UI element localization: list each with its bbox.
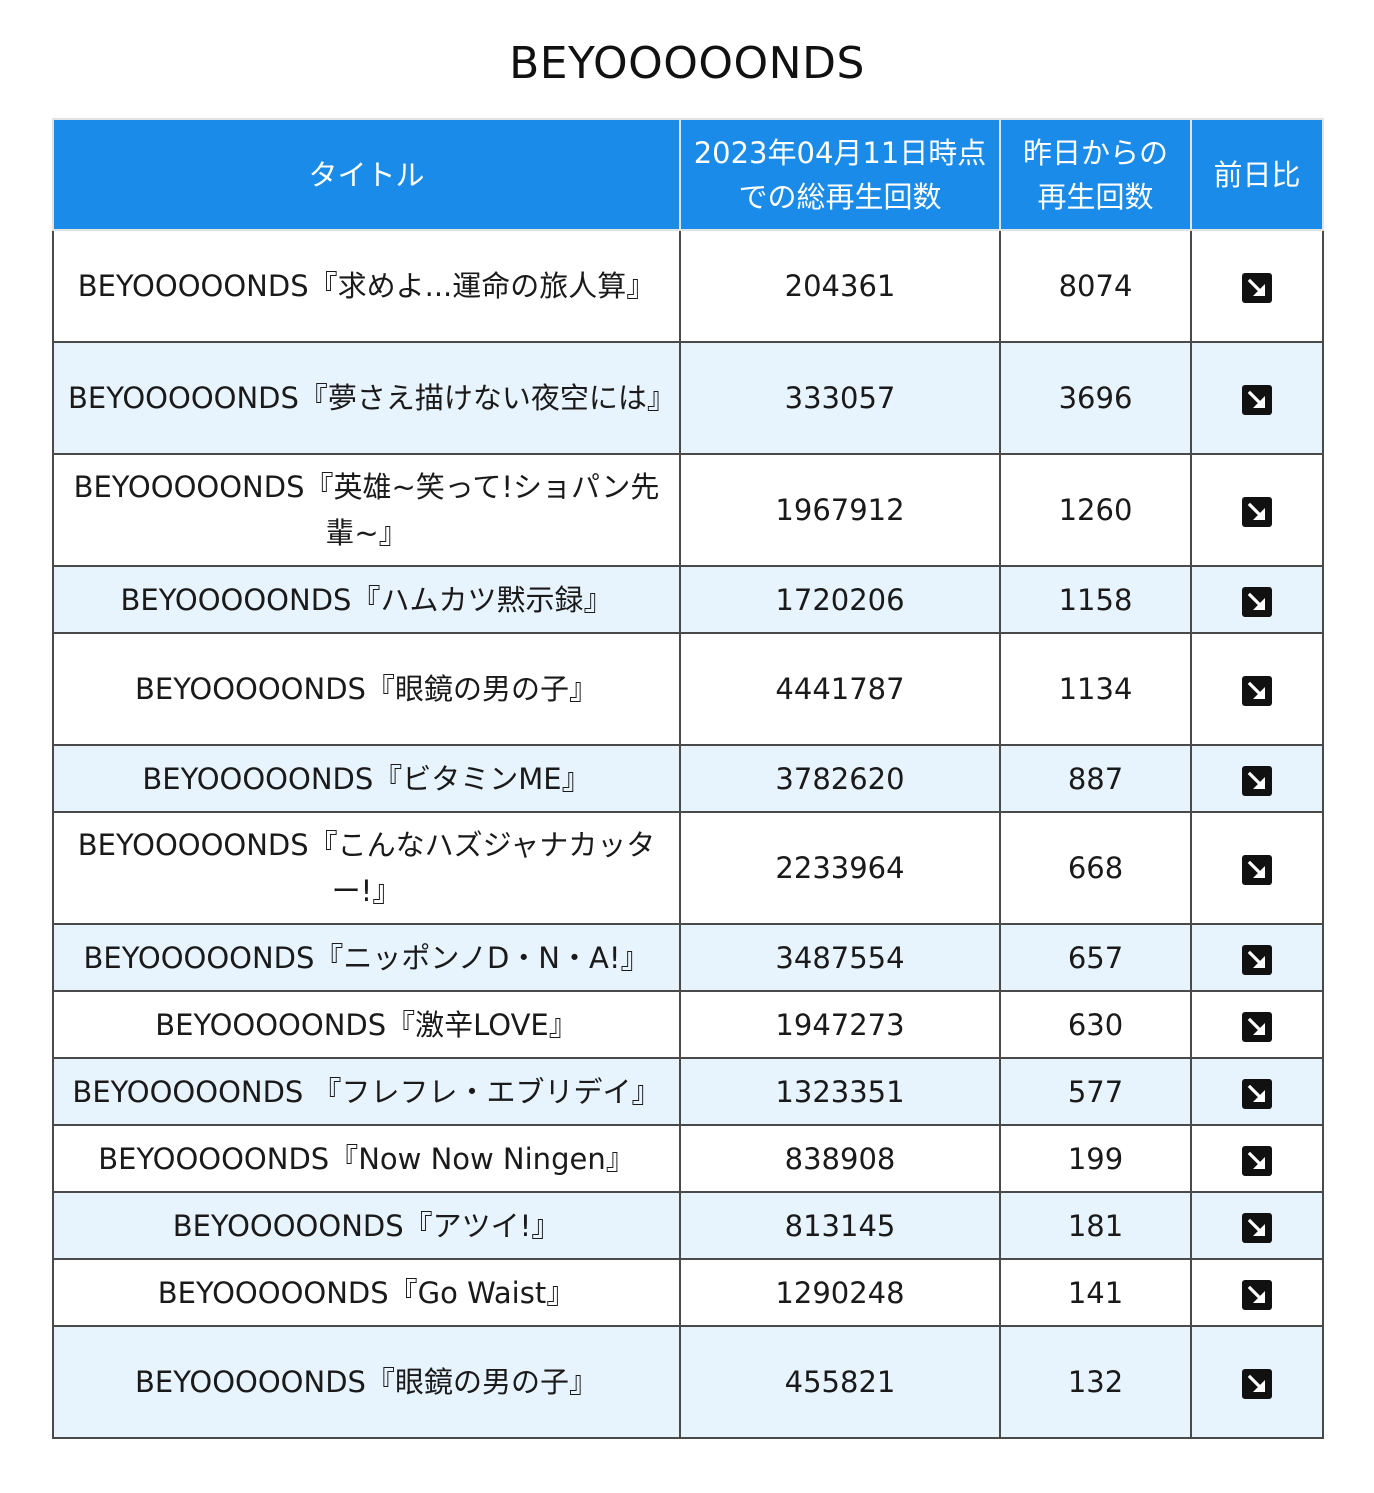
arrow-down-right-icon	[1242, 385, 1272, 415]
table-row: BEYOOOOONDS『眼鏡の男の子』 4441787 1134	[52, 632, 1324, 746]
song-title: BEYOOOOONDS『眼鏡の男の子』	[52, 1325, 681, 1439]
daily-plays: 181	[999, 1191, 1192, 1260]
arrow-down-right-icon	[1242, 765, 1272, 796]
arrow-down-right-icon	[1242, 497, 1272, 527]
total-plays: 1290248	[679, 1258, 1001, 1327]
total-plays: 838908	[679, 1124, 1001, 1193]
total-plays: 204361	[679, 229, 1001, 343]
arrow-down-right-icon	[1242, 855, 1272, 885]
trend-cell	[1190, 1057, 1324, 1126]
table-row: BEYOOOOONDS『Go Waist』 1290248 141	[52, 1258, 1324, 1327]
daily-plays: 141	[999, 1258, 1192, 1327]
trend-cell	[1190, 1124, 1324, 1193]
trend-cell	[1190, 632, 1324, 746]
daily-plays: 8074	[999, 229, 1192, 343]
header-title: タイトル	[52, 118, 681, 231]
table-row: BEYOOOOONDS『求めよ...運命の旅人算』 204361 8074	[52, 229, 1324, 343]
arrow-down-right-icon	[1242, 1011, 1272, 1042]
arrow-down-right-icon	[1242, 676, 1272, 706]
total-plays: 1967912	[679, 453, 1001, 567]
daily-plays: 630	[999, 990, 1192, 1059]
table-row: BEYOOOOONDS『ニッポンノD・N・A!』 3487554 657	[52, 923, 1324, 992]
daily-plays: 1158	[999, 565, 1192, 634]
song-title: BEYOOOOONDS『Now Now Ningen』	[52, 1124, 681, 1193]
song-title: BEYOOOOONDS『求めよ...運命の旅人算』	[52, 229, 681, 343]
arrow-down-right-icon	[1242, 1145, 1272, 1176]
table-row: BEYOOOOONDS 『フレフレ・エブリデイ』 1323351 577	[52, 1057, 1324, 1126]
total-plays: 3782620	[679, 744, 1001, 813]
arrow-down-right-icon	[1242, 1212, 1272, 1243]
arrow-down-right-icon	[1242, 1369, 1272, 1399]
ranking-table: タイトル 2023年04月11日時点での総再生回数 昨日からの再生回数 前日比 …	[52, 118, 1324, 1439]
trend-cell	[1190, 1191, 1324, 1260]
song-title: BEYOOOOONDS 『フレフレ・エブリデイ』	[52, 1057, 681, 1126]
daily-plays: 199	[999, 1124, 1192, 1193]
arrow-down-right-icon	[1242, 273, 1272, 303]
header-trend: 前日比	[1190, 118, 1324, 231]
page-title: BEYOOOOONDS	[509, 38, 865, 89]
total-plays: 1720206	[679, 565, 1001, 634]
total-plays: 813145	[679, 1191, 1001, 1260]
trend-cell	[1190, 744, 1324, 813]
table-row: BEYOOOOONDS『こんなハズジャナカッター!』 2233964 668	[52, 811, 1324, 925]
table-row: BEYOOOOONDS『アツイ!』 813145 181	[52, 1191, 1324, 1260]
table-row: BEYOOOOONDS『激辛LOVE』 1947273 630	[52, 990, 1324, 1059]
table-row: BEYOOOOONDS『英雄~笑って!ショパン先輩~』 1967912 1260	[52, 453, 1324, 567]
trend-cell	[1190, 341, 1324, 455]
table-header-row: タイトル 2023年04月11日時点での総再生回数 昨日からの再生回数 前日比	[52, 118, 1324, 231]
total-plays: 1947273	[679, 990, 1001, 1059]
song-title: BEYOOOOONDS『Go Waist』	[52, 1258, 681, 1327]
daily-plays: 657	[999, 923, 1192, 992]
song-title: BEYOOOOONDS『ニッポンノD・N・A!』	[52, 923, 681, 992]
song-title: BEYOOOOONDS『ビタミンME』	[52, 744, 681, 813]
trend-cell	[1190, 229, 1324, 343]
total-plays: 3487554	[679, 923, 1001, 992]
trend-cell	[1190, 990, 1324, 1059]
table-row: BEYOOOOONDS『ビタミンME』 3782620 887	[52, 744, 1324, 813]
trend-cell	[1190, 923, 1324, 992]
total-plays: 4441787	[679, 632, 1001, 746]
table-row: BEYOOOOONDS『Now Now Ningen』 838908 199	[52, 1124, 1324, 1193]
header-total-plays: 2023年04月11日時点での総再生回数	[679, 118, 1001, 231]
total-plays: 2233964	[679, 811, 1001, 925]
daily-plays: 577	[999, 1057, 1192, 1126]
total-plays: 455821	[679, 1325, 1001, 1439]
daily-plays: 3696	[999, 341, 1192, 455]
arrow-down-right-icon	[1242, 944, 1272, 975]
daily-plays: 668	[999, 811, 1192, 925]
song-title: BEYOOOOONDS『夢さえ描けない夜空には』	[52, 341, 681, 455]
arrow-down-right-icon	[1242, 586, 1272, 617]
song-title: BEYOOOOONDS『こんなハズジャナカッター!』	[52, 811, 681, 925]
song-title: BEYOOOOONDS『激辛LOVE』	[52, 990, 681, 1059]
daily-plays: 887	[999, 744, 1192, 813]
arrow-down-right-icon	[1242, 1078, 1272, 1109]
song-title: BEYOOOOONDS『アツイ!』	[52, 1191, 681, 1260]
arrow-down-right-icon	[1242, 1279, 1272, 1310]
table-row: BEYOOOOONDS『眼鏡の男の子』 455821 132	[52, 1325, 1324, 1439]
table-row: BEYOOOOONDS『ハムカツ黙示録』 1720206 1158	[52, 565, 1324, 634]
trend-cell	[1190, 453, 1324, 567]
total-plays: 1323351	[679, 1057, 1001, 1126]
trend-cell	[1190, 565, 1324, 634]
daily-plays: 1134	[999, 632, 1192, 746]
daily-plays: 1260	[999, 453, 1192, 567]
total-plays: 333057	[679, 341, 1001, 455]
song-title: BEYOOOOONDS『眼鏡の男の子』	[52, 632, 681, 746]
trend-cell	[1190, 811, 1324, 925]
table-row: BEYOOOOONDS『夢さえ描けない夜空には』 333057 3696	[52, 341, 1324, 455]
daily-plays: 132	[999, 1325, 1192, 1439]
trend-cell	[1190, 1258, 1324, 1327]
song-title: BEYOOOOONDS『英雄~笑って!ショパン先輩~』	[52, 453, 681, 567]
table-body: BEYOOOOONDS『求めよ...運命の旅人算』 204361 8074 BEYOO…	[52, 229, 1324, 1439]
song-title: BEYOOOOONDS『ハムカツ黙示録』	[52, 565, 681, 634]
trend-cell	[1190, 1325, 1324, 1439]
header-daily-plays: 昨日からの再生回数	[999, 118, 1192, 231]
